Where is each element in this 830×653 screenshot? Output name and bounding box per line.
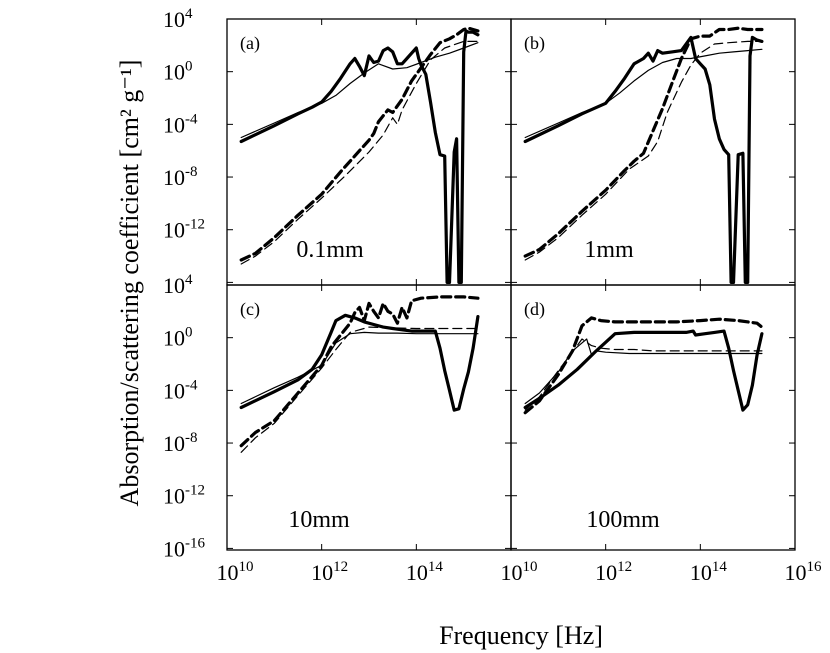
panel-b: (b) 1mm — [510, 18, 796, 286]
y-tick-label: 104 — [163, 6, 193, 32]
series-line-absorption-bold — [523, 35, 764, 284]
panels-layer: (a) 0.1mm (b) 1mm (c) 10mm (d) 100mm — [226, 18, 796, 551]
particle-size-label: 100mm — [586, 507, 660, 533]
particle-size-label: 0.1mm — [296, 237, 364, 263]
series-line-scattering-thin — [240, 40, 479, 265]
y-tick-label: 10-8 — [163, 164, 198, 190]
series-line-scattering-bold — [239, 295, 480, 448]
y-tick-label: 10-12 — [163, 217, 205, 243]
series-line-scattering-bold — [523, 316, 764, 415]
series-line-absorption-thin — [240, 331, 479, 405]
x-tick-label: 1012 — [311, 559, 348, 585]
series-group — [239, 295, 480, 453]
series-group — [523, 26, 764, 284]
panel-c: (c) 10mm — [226, 284, 512, 551]
y-tick-label: 100 — [163, 59, 193, 85]
x-tick-label: 1010 — [501, 559, 538, 585]
panel-letter: (a) — [240, 33, 260, 54]
panel-a: (a) 0.1mm — [226, 18, 512, 286]
x-tick-label: 1016 — [785, 559, 823, 585]
y-tick-labels-top: 104 100 10-4 10-8 10-12 — [163, 6, 205, 243]
y-tick-labels-bottom: 104 100 10-4 10-8 10-12 10-16 — [163, 272, 205, 561]
x-tick-label: 1014 — [690, 559, 728, 585]
y-tick-label: 10-4 — [163, 111, 198, 137]
panel-frame — [510, 284, 796, 551]
x-tick-labels: 1010 1012 1014 1010 1012 1014 1016 — [217, 559, 823, 585]
panel-letter: (c) — [240, 299, 260, 320]
series-group — [523, 316, 764, 415]
series-line-scattering-bold — [523, 26, 764, 258]
y-tick-label: 10-8 — [163, 430, 198, 456]
panel-letter: (b) — [524, 33, 545, 54]
x-axis-title: Frequency [Hz] — [439, 621, 603, 650]
panel-d: (d) 100mm — [510, 284, 796, 551]
series-line-absorption-bold — [523, 329, 764, 412]
particle-size-label: 1mm — [584, 237, 634, 263]
y-tick-label: 10-12 — [163, 483, 205, 509]
series-line-scattering-thin — [524, 40, 763, 261]
series-line-absorption-bold — [239, 29, 480, 284]
series-group — [239, 26, 480, 284]
x-tick-label: 1014 — [406, 559, 444, 585]
series-line-scattering-thin — [524, 338, 763, 411]
y-tick-label: 104 — [163, 272, 193, 298]
particle-size-label: 10mm — [288, 507, 350, 533]
series-line-scattering-thin — [240, 326, 479, 453]
series-line-absorption-thin — [524, 48, 763, 139]
y-axis-title: Absorption/scattering coefficient [cm² g… — [115, 60, 144, 507]
y-tick-label: 10-4 — [163, 377, 198, 403]
x-tick-label: 1010 — [217, 559, 254, 585]
x-tick-label: 1012 — [595, 559, 632, 585]
series-line-scattering-bold — [239, 26, 480, 262]
series-line-absorption-thin — [240, 42, 479, 139]
panel-letter: (d) — [524, 299, 545, 320]
y-tick-label: 100 — [163, 325, 193, 351]
y-tick-label: 10-16 — [163, 535, 205, 561]
series-line-absorption-bold — [239, 313, 480, 412]
